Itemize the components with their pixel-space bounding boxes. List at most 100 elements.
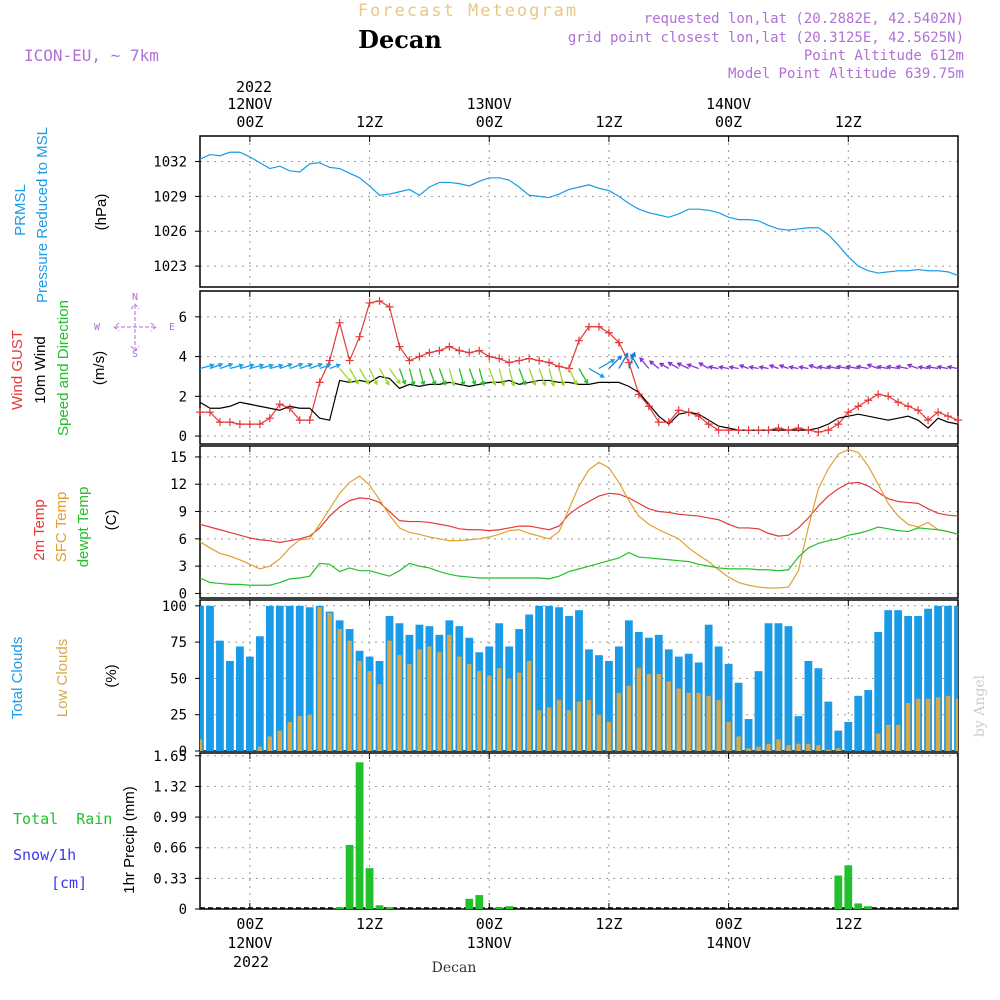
- total-clouds-bar: [914, 615, 922, 751]
- gust-marker: [864, 396, 873, 405]
- gust-marker: [734, 426, 743, 435]
- wind-direction-arrow: [508, 368, 516, 387]
- rain-bar: [475, 895, 484, 909]
- gust-marker: [395, 342, 404, 351]
- wind-direction-arrow: [825, 364, 839, 370]
- low-clouds-bar: [387, 640, 392, 751]
- y-tick-label: 6: [179, 310, 187, 326]
- top-tick-label: 00Z: [715, 113, 742, 131]
- point-altitude: Point Altitude 612m: [804, 48, 964, 64]
- low-clouds-bar: [676, 688, 681, 751]
- y-tick-label: 0: [179, 586, 187, 602]
- low-clouds-bar: [826, 749, 831, 751]
- y-tick-label: 0.33: [153, 871, 187, 887]
- gust-marker: [634, 390, 643, 399]
- gust-marker: [614, 338, 623, 347]
- total-clouds-bar: [305, 607, 314, 751]
- credit-watermark: by Angel: [972, 674, 988, 737]
- total-clouds-bar: [575, 610, 583, 751]
- low-clouds-bar: [646, 674, 651, 751]
- wind-direction-arrow: [558, 368, 566, 387]
- wind-direction-arrow: [578, 368, 589, 385]
- gust-marker: [694, 412, 703, 421]
- gust-marker: [584, 322, 593, 331]
- wind-direction-arrow: [239, 363, 255, 370]
- total-clouds-bar: [545, 605, 553, 751]
- temp-2m-title: 2m Temp: [31, 499, 48, 560]
- wind-direction-arrow: [199, 363, 215, 370]
- total-clouds-bar: [904, 615, 913, 751]
- low-clouds-bar: [945, 695, 951, 751]
- compass-n: N: [132, 292, 138, 303]
- wind-direction-arrow: [458, 368, 466, 387]
- low-clouds-bar: [876, 733, 881, 751]
- y-tick-label: 6: [179, 532, 187, 548]
- total-clouds-bar: [834, 730, 843, 751]
- y-tick-label: 9: [179, 505, 187, 521]
- total-clouds-bar: [226, 660, 234, 751]
- bottom-tick-label: 00Z: [476, 915, 503, 933]
- wind-direction-arrow: [707, 364, 719, 370]
- top-tick-label: 12Z: [835, 113, 862, 131]
- wind-direction-arrow: [936, 364, 949, 370]
- wind-direction-arrow: [758, 365, 769, 370]
- bottom-tick-label: 00Z: [236, 915, 263, 933]
- low-clouds-bar: [397, 655, 402, 751]
- total-clouds-bar: [944, 605, 952, 751]
- gust-marker: [904, 402, 913, 411]
- wind-direction-arrow: [845, 364, 859, 370]
- rain-bar: [345, 844, 354, 909]
- y-tick-label: 0: [179, 902, 187, 918]
- wind-direction-arrow: [906, 363, 919, 370]
- gust-marker: [784, 426, 793, 435]
- gust-marker: [954, 416, 962, 425]
- wind-direction-arrow: [289, 362, 304, 370]
- y-tick-label: 15: [170, 450, 187, 466]
- y-tick-label: 1.65: [153, 749, 187, 765]
- wind-direction-arrow: [259, 363, 274, 370]
- total-clouds-bar: [804, 660, 813, 751]
- total-clouds-bar: [934, 605, 942, 751]
- gust-marker: [944, 412, 953, 421]
- pressure-title: PRMSL: [12, 184, 29, 236]
- rain-bar: [864, 906, 873, 909]
- total-clouds-bar: [824, 701, 833, 751]
- gust-marker: [854, 402, 863, 411]
- low-clouds-bar: [746, 748, 751, 751]
- gust-marker: [704, 420, 713, 429]
- wind-direction-arrow: [528, 368, 537, 387]
- bottom-location: Decan: [432, 960, 477, 976]
- low-clouds-bar: [816, 745, 821, 751]
- gust-marker: [285, 404, 294, 413]
- wind-direction-arrow: [568, 368, 578, 386]
- wind-direction-arrow: [498, 368, 506, 387]
- y-tick-label: 12: [170, 477, 187, 493]
- wind-direction-arrow: [628, 351, 636, 369]
- gust-marker: [774, 424, 783, 433]
- rain-bar: [844, 865, 853, 909]
- bottom-tick-label: 12Z: [595, 915, 622, 933]
- y-tick-label: 50: [170, 671, 187, 687]
- pressure-line: [199, 151, 959, 276]
- gust-marker: [435, 346, 444, 355]
- rain-bar: [385, 907, 394, 909]
- total-clouds-bar: [565, 615, 573, 751]
- wind-direction-arrow: [438, 368, 447, 386]
- gust-marker: [654, 418, 663, 427]
- grid-point-coords: grid point closest lon,lat (20.3125E, 42…: [568, 30, 964, 46]
- gust-marker: [565, 364, 574, 373]
- rain-bar: [854, 903, 863, 909]
- low-clouds-bar: [786, 745, 791, 751]
- gust-marker: [365, 298, 374, 307]
- gust-marker: [265, 414, 274, 423]
- low-clouds-bar: [277, 730, 282, 751]
- low-clouds-bar: [586, 700, 592, 751]
- wind-direction-arrow: [538, 368, 547, 387]
- gust-marker: [684, 408, 693, 417]
- wind-plot-frame: [199, 290, 959, 445]
- wind-direction-arrow: [299, 362, 314, 370]
- gust-marker: [744, 426, 753, 435]
- low-clouds-bar: [257, 746, 263, 751]
- rain-bar: [465, 898, 474, 909]
- low-clouds-bar: [337, 629, 342, 751]
